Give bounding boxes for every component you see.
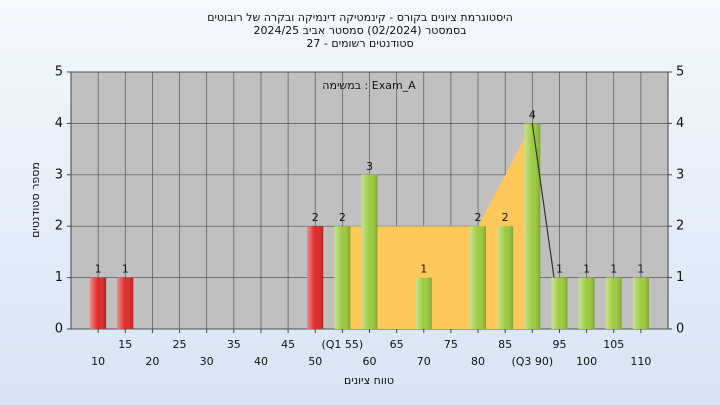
- bar-shade: [415, 277, 432, 329]
- x-tick-label: 30: [200, 355, 214, 368]
- y-axis-label: מספר סטודנטים: [29, 162, 42, 238]
- x-tick-label: 50: [308, 355, 322, 368]
- y-tick-label: 2: [55, 219, 63, 234]
- x-tick-label: 70: [417, 355, 431, 368]
- x-tick-label: 110: [630, 355, 651, 368]
- value-label: 2: [312, 211, 319, 224]
- x-axis-label: טווח ציונים: [344, 374, 394, 387]
- bar-shade: [334, 226, 351, 329]
- x-tick-label: 40: [254, 355, 268, 368]
- x-tick-label: 100: [576, 355, 597, 368]
- y-tick-label: 0: [676, 322, 684, 337]
- chart-title: היסטוגרמת ציונים בקורס - קינמטיקה דינמיק…: [207, 11, 513, 24]
- bar-shade: [90, 277, 107, 329]
- value-label: 3: [366, 160, 373, 173]
- x-tick-label: 25: [173, 338, 187, 351]
- value-label: 2: [339, 211, 346, 224]
- y-tick-label: 4: [55, 116, 63, 131]
- bar-shade: [632, 277, 649, 329]
- x-tick-label: (Q1 55): [321, 338, 363, 351]
- y-tick-label: 0: [55, 322, 63, 337]
- y-tick-label: 2: [676, 219, 684, 234]
- chart-subtitle: בסמסטר (02/2024) סמסטר אביב 2024/25: [253, 24, 466, 37]
- y-tick-label: 3: [55, 167, 63, 182]
- value-label: 1: [637, 263, 644, 276]
- x-tick-label: 10: [91, 355, 105, 368]
- y-tick-label: 5: [676, 65, 684, 80]
- x-tick-label: 75: [444, 338, 458, 351]
- x-tick-label: 95: [552, 338, 566, 351]
- bar-shade: [497, 226, 514, 329]
- trend-line: [531, 123, 555, 278]
- value-label: 1: [95, 263, 102, 276]
- x-tick-label: (Q3 90): [511, 355, 553, 368]
- y-tick-label: 4: [676, 116, 684, 131]
- y-tick-label: 1: [676, 270, 684, 285]
- bar-shade: [361, 174, 378, 329]
- x-tick-label: 45: [281, 338, 295, 351]
- x-tick-label: 105: [603, 338, 624, 351]
- value-label: 1: [122, 263, 129, 276]
- x-tick-label: 65: [390, 338, 404, 351]
- bar-shade: [117, 277, 134, 329]
- y-tick-label: 5: [55, 65, 63, 80]
- value-label: 1: [556, 263, 563, 276]
- bar-shade: [605, 277, 622, 329]
- x-tick-label: 35: [227, 338, 241, 351]
- value-label: 4: [529, 108, 536, 121]
- bar-shade: [307, 226, 324, 329]
- x-tick-label: 20: [145, 355, 159, 368]
- bar-shade: [470, 226, 487, 329]
- x-tick-label: 80: [471, 355, 485, 368]
- value-label: 2: [502, 211, 509, 224]
- x-tick-label: 60: [363, 355, 377, 368]
- y-tick-label: 3: [676, 167, 684, 182]
- x-tick-label: 85: [498, 338, 512, 351]
- x-tick-label: 15: [118, 338, 132, 351]
- value-label: 1: [420, 263, 427, 276]
- bar-shade: [578, 277, 595, 329]
- y-tick-label: 1: [55, 270, 63, 285]
- chart-subtitle: סטודנטים רשומים - 27: [306, 37, 413, 50]
- value-label: 1: [610, 263, 617, 276]
- bar-shade: [551, 277, 568, 329]
- bar-shade: [524, 123, 541, 330]
- value-label: 2: [475, 211, 482, 224]
- value-label: 1: [583, 263, 590, 276]
